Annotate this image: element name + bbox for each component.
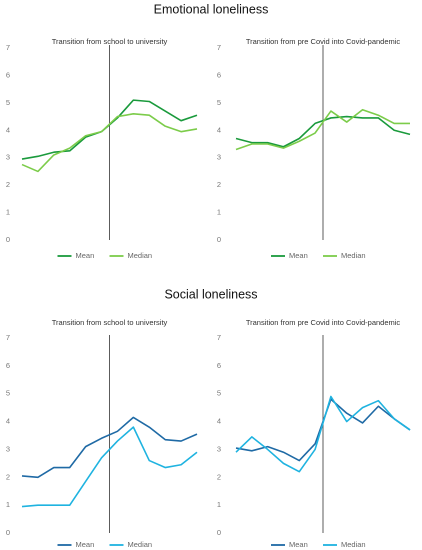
y-tick-label: 1 <box>217 208 221 217</box>
y-tick-label: 5 <box>217 98 221 107</box>
chart-title: Transition from school to university <box>52 37 168 46</box>
y-tick-label: 1 <box>6 500 10 509</box>
y-tick-label: 2 <box>217 180 221 189</box>
series-line <box>235 395 411 473</box>
y-tick-label: 6 <box>6 361 10 370</box>
series-line <box>21 416 198 479</box>
chart-title: Transition from pre Covid into Covid-pan… <box>246 37 401 46</box>
y-tick-label: 5 <box>6 98 10 107</box>
series-line <box>235 115 411 148</box>
series-line <box>21 426 198 508</box>
y-tick-label: 7 <box>6 333 10 342</box>
y-tick-label: 6 <box>217 70 221 79</box>
y-tick-label: 4 <box>6 417 10 426</box>
y-tick-label: 7 <box>6 43 10 52</box>
legend-label: Median <box>341 540 366 549</box>
chart-title: Transition from school to university <box>52 318 168 327</box>
y-tick-label: 3 <box>217 444 221 453</box>
series-line <box>21 113 198 173</box>
y-tick-label: 2 <box>6 180 10 189</box>
y-tick-label: 4 <box>6 125 10 134</box>
y-tick-label: 4 <box>217 417 221 426</box>
y-tick-label: 7 <box>217 43 221 52</box>
section-heading: Emotional loneliness <box>154 2 269 16</box>
series-line <box>235 108 410 151</box>
y-tick-label: 3 <box>6 153 10 162</box>
legend-label: Median <box>128 251 153 260</box>
y-tick-label: 6 <box>6 70 10 79</box>
legend-label: Mean <box>289 251 308 260</box>
legend-label: Mean <box>76 251 95 260</box>
y-tick-label: 5 <box>217 389 221 398</box>
y-tick-label: 3 <box>6 444 10 453</box>
legend-label: Mean <box>289 540 308 549</box>
y-tick-label: 7 <box>217 333 221 342</box>
legend-label: Mean <box>76 540 95 549</box>
y-tick-label: 0 <box>6 528 10 537</box>
y-tick-label: 0 <box>217 235 221 244</box>
y-tick-label: 0 <box>6 235 10 244</box>
chart-title: Transition from pre Covid into Covid-pan… <box>246 318 401 327</box>
legend-label: Median <box>128 540 153 549</box>
y-tick-label: 2 <box>6 472 10 481</box>
y-tick-label: 0 <box>217 528 221 537</box>
y-tick-label: 6 <box>217 361 221 370</box>
y-tick-label: 3 <box>217 153 221 162</box>
section-heading: Social loneliness <box>164 287 257 301</box>
y-tick-label: 1 <box>6 208 10 217</box>
y-tick-label: 5 <box>6 389 10 398</box>
y-tick-label: 1 <box>217 500 221 509</box>
legend-label: Median <box>341 251 366 260</box>
y-tick-label: 4 <box>217 125 221 134</box>
y-tick-label: 2 <box>217 472 221 481</box>
